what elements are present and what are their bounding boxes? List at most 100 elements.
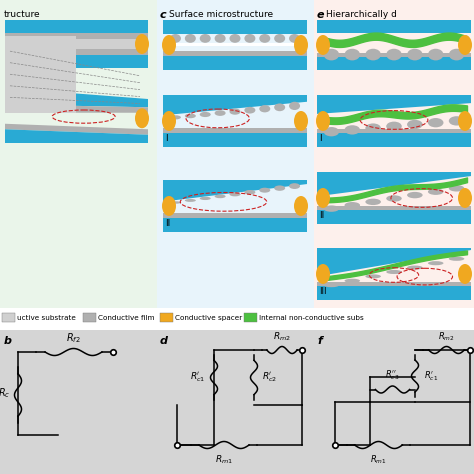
Text: I: I — [319, 134, 322, 143]
Bar — [317, 134, 471, 147]
Text: Conductive spacer: Conductive spacer — [175, 315, 242, 321]
Ellipse shape — [200, 34, 211, 43]
Text: c: c — [160, 10, 167, 20]
Bar — [163, 43, 307, 46]
Ellipse shape — [324, 205, 339, 212]
Ellipse shape — [274, 103, 285, 111]
Ellipse shape — [324, 49, 339, 60]
Ellipse shape — [449, 185, 465, 191]
Ellipse shape — [428, 118, 444, 128]
Ellipse shape — [365, 274, 381, 278]
Bar — [317, 129, 471, 134]
Bar — [2, 313, 15, 322]
Text: III: III — [319, 287, 327, 296]
Ellipse shape — [229, 34, 240, 43]
Text: $R_{m1}$: $R_{m1}$ — [215, 453, 233, 465]
Bar — [245, 313, 257, 322]
Bar — [163, 219, 307, 232]
Ellipse shape — [245, 107, 255, 114]
Ellipse shape — [274, 185, 285, 191]
Text: uctive substrate: uctive substrate — [17, 315, 76, 321]
Ellipse shape — [135, 108, 149, 128]
Ellipse shape — [386, 195, 402, 201]
Text: Conductive film: Conductive film — [98, 315, 155, 321]
Polygon shape — [5, 88, 148, 107]
Polygon shape — [5, 124, 148, 135]
Ellipse shape — [428, 49, 444, 60]
Ellipse shape — [458, 111, 472, 131]
Text: I: I — [165, 134, 168, 143]
Ellipse shape — [229, 109, 240, 115]
Polygon shape — [317, 248, 471, 276]
Text: tructure: tructure — [4, 10, 41, 19]
Text: d: d — [160, 336, 168, 346]
Bar — [163, 20, 307, 34]
Text: $R_{m2}$: $R_{m2}$ — [438, 330, 455, 343]
Bar — [314, 330, 474, 474]
Bar — [317, 210, 471, 224]
Polygon shape — [317, 172, 471, 196]
Bar — [5, 36, 76, 113]
Text: Hierarchically d: Hierarchically d — [326, 10, 397, 19]
Bar — [5, 49, 148, 55]
Ellipse shape — [316, 35, 330, 55]
Text: e: e — [317, 10, 325, 20]
Ellipse shape — [170, 34, 181, 43]
Ellipse shape — [428, 189, 444, 195]
Ellipse shape — [135, 34, 149, 54]
Ellipse shape — [294, 196, 308, 216]
Text: $R_c$: $R_c$ — [0, 387, 10, 401]
Ellipse shape — [316, 264, 330, 284]
Text: b: b — [4, 336, 12, 346]
Bar — [317, 53, 471, 57]
Ellipse shape — [365, 123, 381, 133]
Bar — [83, 313, 96, 322]
Ellipse shape — [259, 105, 270, 112]
Ellipse shape — [289, 183, 300, 189]
Ellipse shape — [294, 35, 308, 55]
Bar — [160, 313, 173, 322]
Bar — [5, 20, 148, 34]
Bar — [163, 56, 307, 70]
Ellipse shape — [162, 111, 176, 131]
Text: $R_{m2}$: $R_{m2}$ — [273, 330, 291, 343]
Ellipse shape — [200, 112, 211, 117]
Bar — [0, 330, 157, 474]
Text: $R_{f2}$: $R_{f2}$ — [66, 331, 81, 345]
Bar — [157, 330, 314, 474]
Polygon shape — [5, 129, 148, 143]
Bar — [163, 128, 307, 134]
Ellipse shape — [428, 261, 444, 265]
Text: $R_{c1}'$: $R_{c1}'$ — [424, 369, 438, 383]
Ellipse shape — [407, 192, 423, 198]
Ellipse shape — [274, 34, 285, 43]
Text: Internal non-conductive subs: Internal non-conductive subs — [259, 315, 364, 321]
Polygon shape — [163, 95, 307, 115]
Polygon shape — [5, 104, 148, 113]
Ellipse shape — [458, 35, 472, 55]
Ellipse shape — [162, 35, 176, 55]
Ellipse shape — [185, 199, 196, 202]
Ellipse shape — [245, 34, 255, 43]
Ellipse shape — [200, 197, 211, 200]
Ellipse shape — [345, 279, 360, 283]
Ellipse shape — [162, 196, 176, 216]
Text: f: f — [317, 336, 322, 346]
Bar — [314, 0, 474, 308]
Polygon shape — [163, 180, 307, 201]
Bar — [5, 34, 148, 39]
Bar — [5, 55, 148, 68]
Ellipse shape — [345, 202, 360, 209]
Ellipse shape — [407, 120, 423, 129]
Ellipse shape — [449, 257, 465, 261]
Ellipse shape — [386, 270, 402, 274]
Ellipse shape — [386, 122, 402, 131]
Ellipse shape — [170, 115, 181, 119]
Ellipse shape — [294, 111, 308, 131]
Bar — [317, 20, 471, 33]
Ellipse shape — [316, 111, 330, 131]
Ellipse shape — [458, 188, 472, 208]
Ellipse shape — [365, 49, 381, 60]
Ellipse shape — [259, 188, 270, 192]
Ellipse shape — [316, 188, 330, 208]
